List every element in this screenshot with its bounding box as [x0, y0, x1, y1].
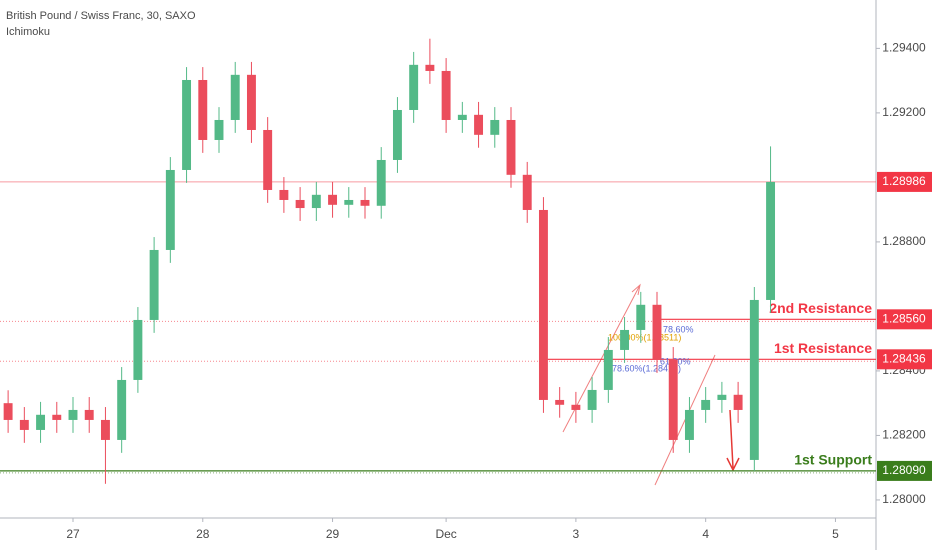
candle-body [587, 389, 597, 410]
candle-body [100, 419, 110, 440]
fib-label: 78.60% [663, 324, 694, 334]
candle-body [3, 403, 13, 420]
candle-body [263, 129, 273, 190]
level-value-label: 1.28090 [882, 463, 926, 477]
candle-body [603, 349, 613, 390]
candle-body [701, 399, 711, 410]
candle-body [425, 64, 435, 71]
candle-body [620, 329, 630, 350]
candle-body [766, 181, 776, 300]
candle-body [490, 119, 500, 135]
candle-body [392, 109, 402, 160]
last-price-box [877, 171, 932, 192]
last-price-label: 1.28986 [882, 174, 926, 188]
candle-body [344, 199, 354, 205]
level-value-box [877, 309, 932, 330]
y-tick-label: 1.28800 [882, 234, 926, 248]
candle-body [165, 169, 175, 250]
candle-body [652, 304, 662, 360]
candle-body [360, 199, 370, 206]
candle-body [230, 74, 240, 120]
candle-body [684, 409, 694, 440]
level-value-label: 1.28436 [882, 351, 926, 365]
candle-body [311, 194, 321, 209]
candle-body [198, 79, 208, 140]
candle-body [19, 419, 29, 430]
candle-body [538, 209, 548, 400]
candle-body [279, 189, 289, 200]
x-tick-label: 28 [196, 527, 210, 541]
candle-body [668, 359, 678, 440]
x-tick-label: 4 [702, 527, 709, 541]
candle-body [328, 194, 338, 205]
candle-body [84, 409, 94, 420]
candle-body [36, 414, 46, 430]
candle-body [149, 249, 159, 320]
y-tick-label: 1.28200 [882, 428, 926, 442]
level-label: 2nd Resistance [769, 300, 872, 316]
fib-label: 78.60%(1.28413) [612, 363, 681, 373]
candle-body [506, 119, 516, 175]
candle-body [441, 70, 451, 120]
level-value-box [877, 460, 932, 481]
y-tick-label: 1.29200 [882, 105, 926, 119]
x-tick-label: 27 [66, 527, 80, 541]
candle-body [295, 199, 305, 209]
x-tick-label: 3 [573, 527, 580, 541]
chart-title: British Pound / Swiss Franc, 30, SAXO [6, 10, 196, 22]
y-tick-label: 1.28000 [882, 492, 926, 506]
candle-body [571, 404, 581, 410]
candle-body [749, 299, 759, 460]
candle-body [409, 64, 419, 110]
indicator-label: Ichimoku [6, 26, 50, 38]
candle-body [214, 119, 224, 140]
level-label: 1st Support [794, 452, 872, 468]
x-tick-label: 29 [326, 527, 340, 541]
candle-body [376, 159, 386, 206]
candle-body [117, 379, 127, 440]
candle-body [68, 409, 78, 420]
candle-body [636, 304, 646, 330]
candle-body [182, 79, 192, 170]
level-label: 1st Resistance [774, 340, 872, 356]
level-value-box [877, 349, 932, 370]
candle-body [52, 414, 62, 420]
candle-body [555, 399, 565, 405]
x-tick-label: 5 [832, 527, 839, 541]
level-value-label: 1.28560 [882, 311, 926, 325]
candle-body [522, 174, 532, 210]
candle-body [246, 74, 256, 130]
candle-body [133, 319, 143, 380]
x-tick-label: Dec [435, 527, 456, 541]
candle-body [474, 114, 484, 135]
arrow-down [726, 409, 740, 472]
fib-label: 100.00%(1.28511) [608, 332, 681, 342]
candle-body [733, 394, 743, 410]
candle-body [717, 394, 727, 400]
y-tick-label: 1.29400 [882, 41, 926, 55]
candle-body [457, 114, 467, 120]
